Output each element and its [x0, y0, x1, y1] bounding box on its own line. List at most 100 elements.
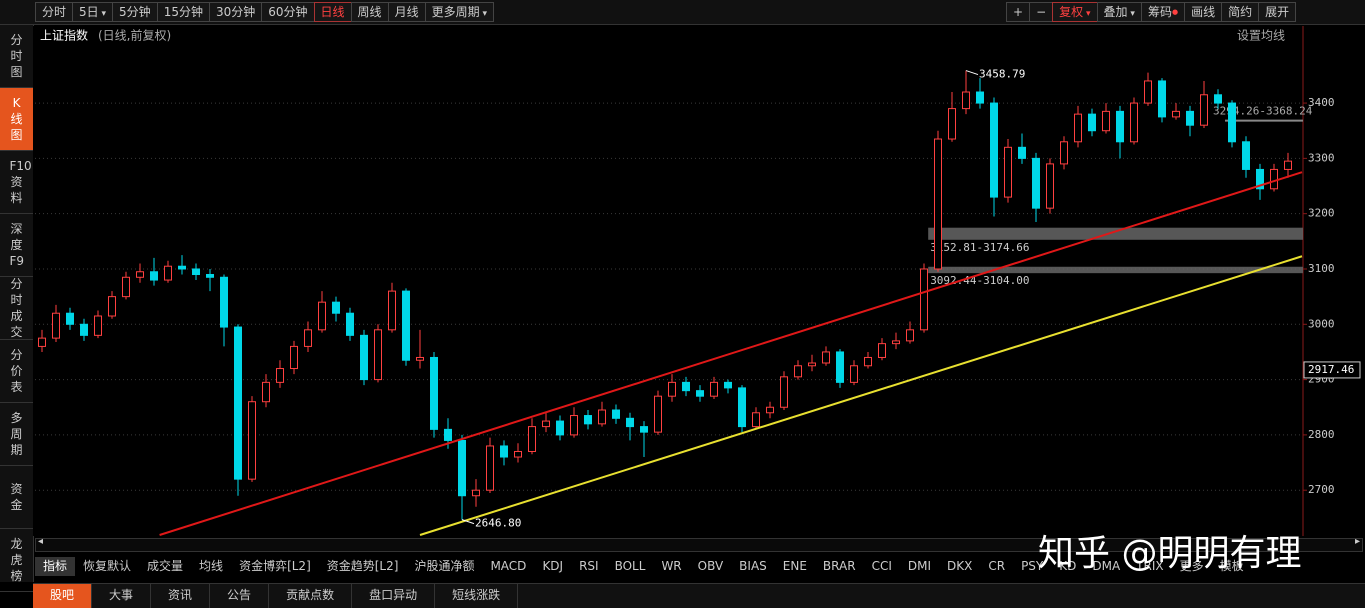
candle-body [360, 334, 368, 381]
indicator-tab[interactable]: 均线 [199, 559, 224, 573]
candle-body [542, 420, 550, 428]
indicator-tab[interactable]: 更多 [1179, 559, 1204, 573]
bottom-tab[interactable]: 短线涨跌 [435, 584, 519, 608]
candle-body [1060, 141, 1068, 165]
candle-body [38, 337, 46, 347]
sidebar-item[interactable]: K线图 [0, 88, 33, 151]
candle-body [346, 312, 354, 336]
sidebar-item[interactable]: 深度F9 [0, 214, 33, 277]
candle-body [430, 356, 438, 430]
indicator-tab[interactable]: 成交量 [147, 559, 184, 573]
candle-body [262, 381, 270, 403]
chart-subtitle: (日线,前复权) [98, 28, 171, 43]
bottom-tab[interactable]: 贡献点数 [269, 584, 353, 608]
indicator-tab[interactable]: 恢复默认 [83, 559, 132, 573]
indicator-tab[interactable]: KDJ [542, 559, 564, 573]
toolbar-button[interactable]: 复权 [1052, 2, 1098, 22]
indicator-tab[interactable]: TRIX [1136, 559, 1164, 573]
toolbar-button[interactable]: 月线 [387, 2, 426, 22]
bottom-tab[interactable]: 公告 [210, 584, 270, 608]
toolbar-button[interactable]: 周线 [350, 2, 389, 22]
toolbar-button[interactable]: 展开 [1258, 2, 1297, 22]
indicator-tab[interactable]: BOLL [614, 559, 646, 573]
sidebar-item[interactable]: 龙虎榜 [0, 529, 33, 592]
indicator-tab[interactable]: PSY [1021, 559, 1044, 573]
bottom-tab[interactable]: 大事 [92, 584, 152, 608]
price-band [928, 227, 1303, 240]
sidebar-item[interactable]: F10资料 [0, 151, 33, 214]
indicator-tab[interactable]: OBV [697, 559, 724, 573]
indicator-tab[interactable]: ENE [782, 559, 807, 573]
indicator-tab[interactable]: CCI [871, 559, 892, 573]
indicator-tab[interactable]: 资金趋势[L2] [326, 559, 399, 573]
sidebar-label: 分价表 [10, 348, 23, 394]
candle-body [318, 301, 326, 331]
candle-body [374, 329, 382, 381]
candle-body [108, 296, 116, 317]
candle-body [1116, 110, 1124, 143]
indicator-tab[interactable]: RSI [579, 559, 599, 573]
candle-body [528, 426, 536, 452]
bottom-tab[interactable]: 盘口异动 [352, 584, 436, 608]
toolbar-button[interactable]: 叠加 [1096, 2, 1142, 22]
bottom-tab[interactable]: 资讯 [151, 584, 211, 608]
candle-body [598, 409, 606, 425]
candle-body [178, 265, 186, 270]
candle-body [416, 356, 424, 361]
candle-body [164, 265, 172, 281]
candle-body [388, 290, 396, 331]
band-label: 3092.44-3104.00 [930, 274, 1029, 287]
indicator-tab[interactable]: 指标 [35, 557, 76, 576]
indicator-tabs: 指标 恢复默认 成交量 均线 资金博弈[L2] 资金趋势[L2] 沪股通净额 MACD KDJ R… [35, 557, 1252, 576]
candle-body [668, 381, 676, 397]
indicator-tab[interactable]: CR [988, 559, 1006, 573]
toolbar-button[interactable]: 30分钟 [208, 2, 263, 22]
sidebar-item[interactable]: 多周期 [0, 403, 33, 466]
watermark: 知乎 @明明有理 [1038, 533, 1302, 574]
candle-body [1018, 146, 1026, 159]
sidebar-item[interactable]: 分价表 [0, 340, 33, 403]
y-tick-label: 3000 [1308, 317, 1335, 330]
candle-body [682, 381, 690, 392]
candle-body [1046, 163, 1054, 209]
plot-bg [33, 26, 1303, 536]
indicator-tab[interactable]: DKX [947, 559, 973, 573]
candle-body [458, 439, 466, 497]
sidebar-item[interactable]: 分时成交 [0, 277, 33, 340]
annotation-label: 3458.79 [979, 68, 1025, 81]
candle-body [710, 381, 718, 397]
toolbar-button[interactable]: 更多周期 [424, 2, 494, 22]
candle-body [206, 274, 214, 278]
indicator-tab[interactable]: 模板 [1219, 559, 1244, 573]
toolbar-button[interactable]: 简约 [1221, 2, 1260, 22]
sidebar-label: 分时图 [10, 33, 23, 79]
sidebar-item[interactable]: 分时图 [0, 25, 33, 88]
indicator-tab[interactable]: BRAR [822, 559, 856, 573]
indicator-tab[interactable]: BIAS [739, 559, 767, 573]
toolbar-button[interactable]: 画线 [1184, 2, 1223, 22]
indicator-tab[interactable]: 沪股通净额 [414, 559, 475, 573]
ma-setting[interactable]: 设置均线 [1237, 29, 1285, 43]
candle-body [192, 268, 200, 276]
candle-body [724, 381, 732, 389]
bottom-tab[interactable]: 股吧 [33, 584, 93, 608]
candle-body [1088, 113, 1096, 132]
annotation-pointer [965, 70, 979, 76]
indicator-tab[interactable]: 资金博弈[L2] [239, 559, 311, 573]
indicator-tab[interactable]: DMI [907, 559, 931, 573]
sidebar-item[interactable]: 资金 [0, 466, 33, 529]
indicator-tab[interactable]: MACD [490, 559, 527, 573]
indicator-tab[interactable]: KD [1059, 559, 1077, 573]
indicator-tab[interactable]: WR [661, 559, 682, 573]
scrollbar[interactable]: ◂ ▸ [35, 536, 1363, 552]
candle-body [80, 323, 88, 336]
candle-body [1228, 102, 1236, 143]
toolbar-button[interactable]: 15分钟 [156, 2, 210, 22]
trend-line [159, 171, 1303, 536]
indicator-tab[interactable]: DMA [1092, 559, 1121, 573]
y-tick-label: 2800 [1308, 428, 1335, 441]
sidebar-label: 龙虎榜 [10, 537, 23, 583]
sidebar-label: 分时成交 [10, 277, 23, 339]
candle-body [220, 276, 228, 328]
